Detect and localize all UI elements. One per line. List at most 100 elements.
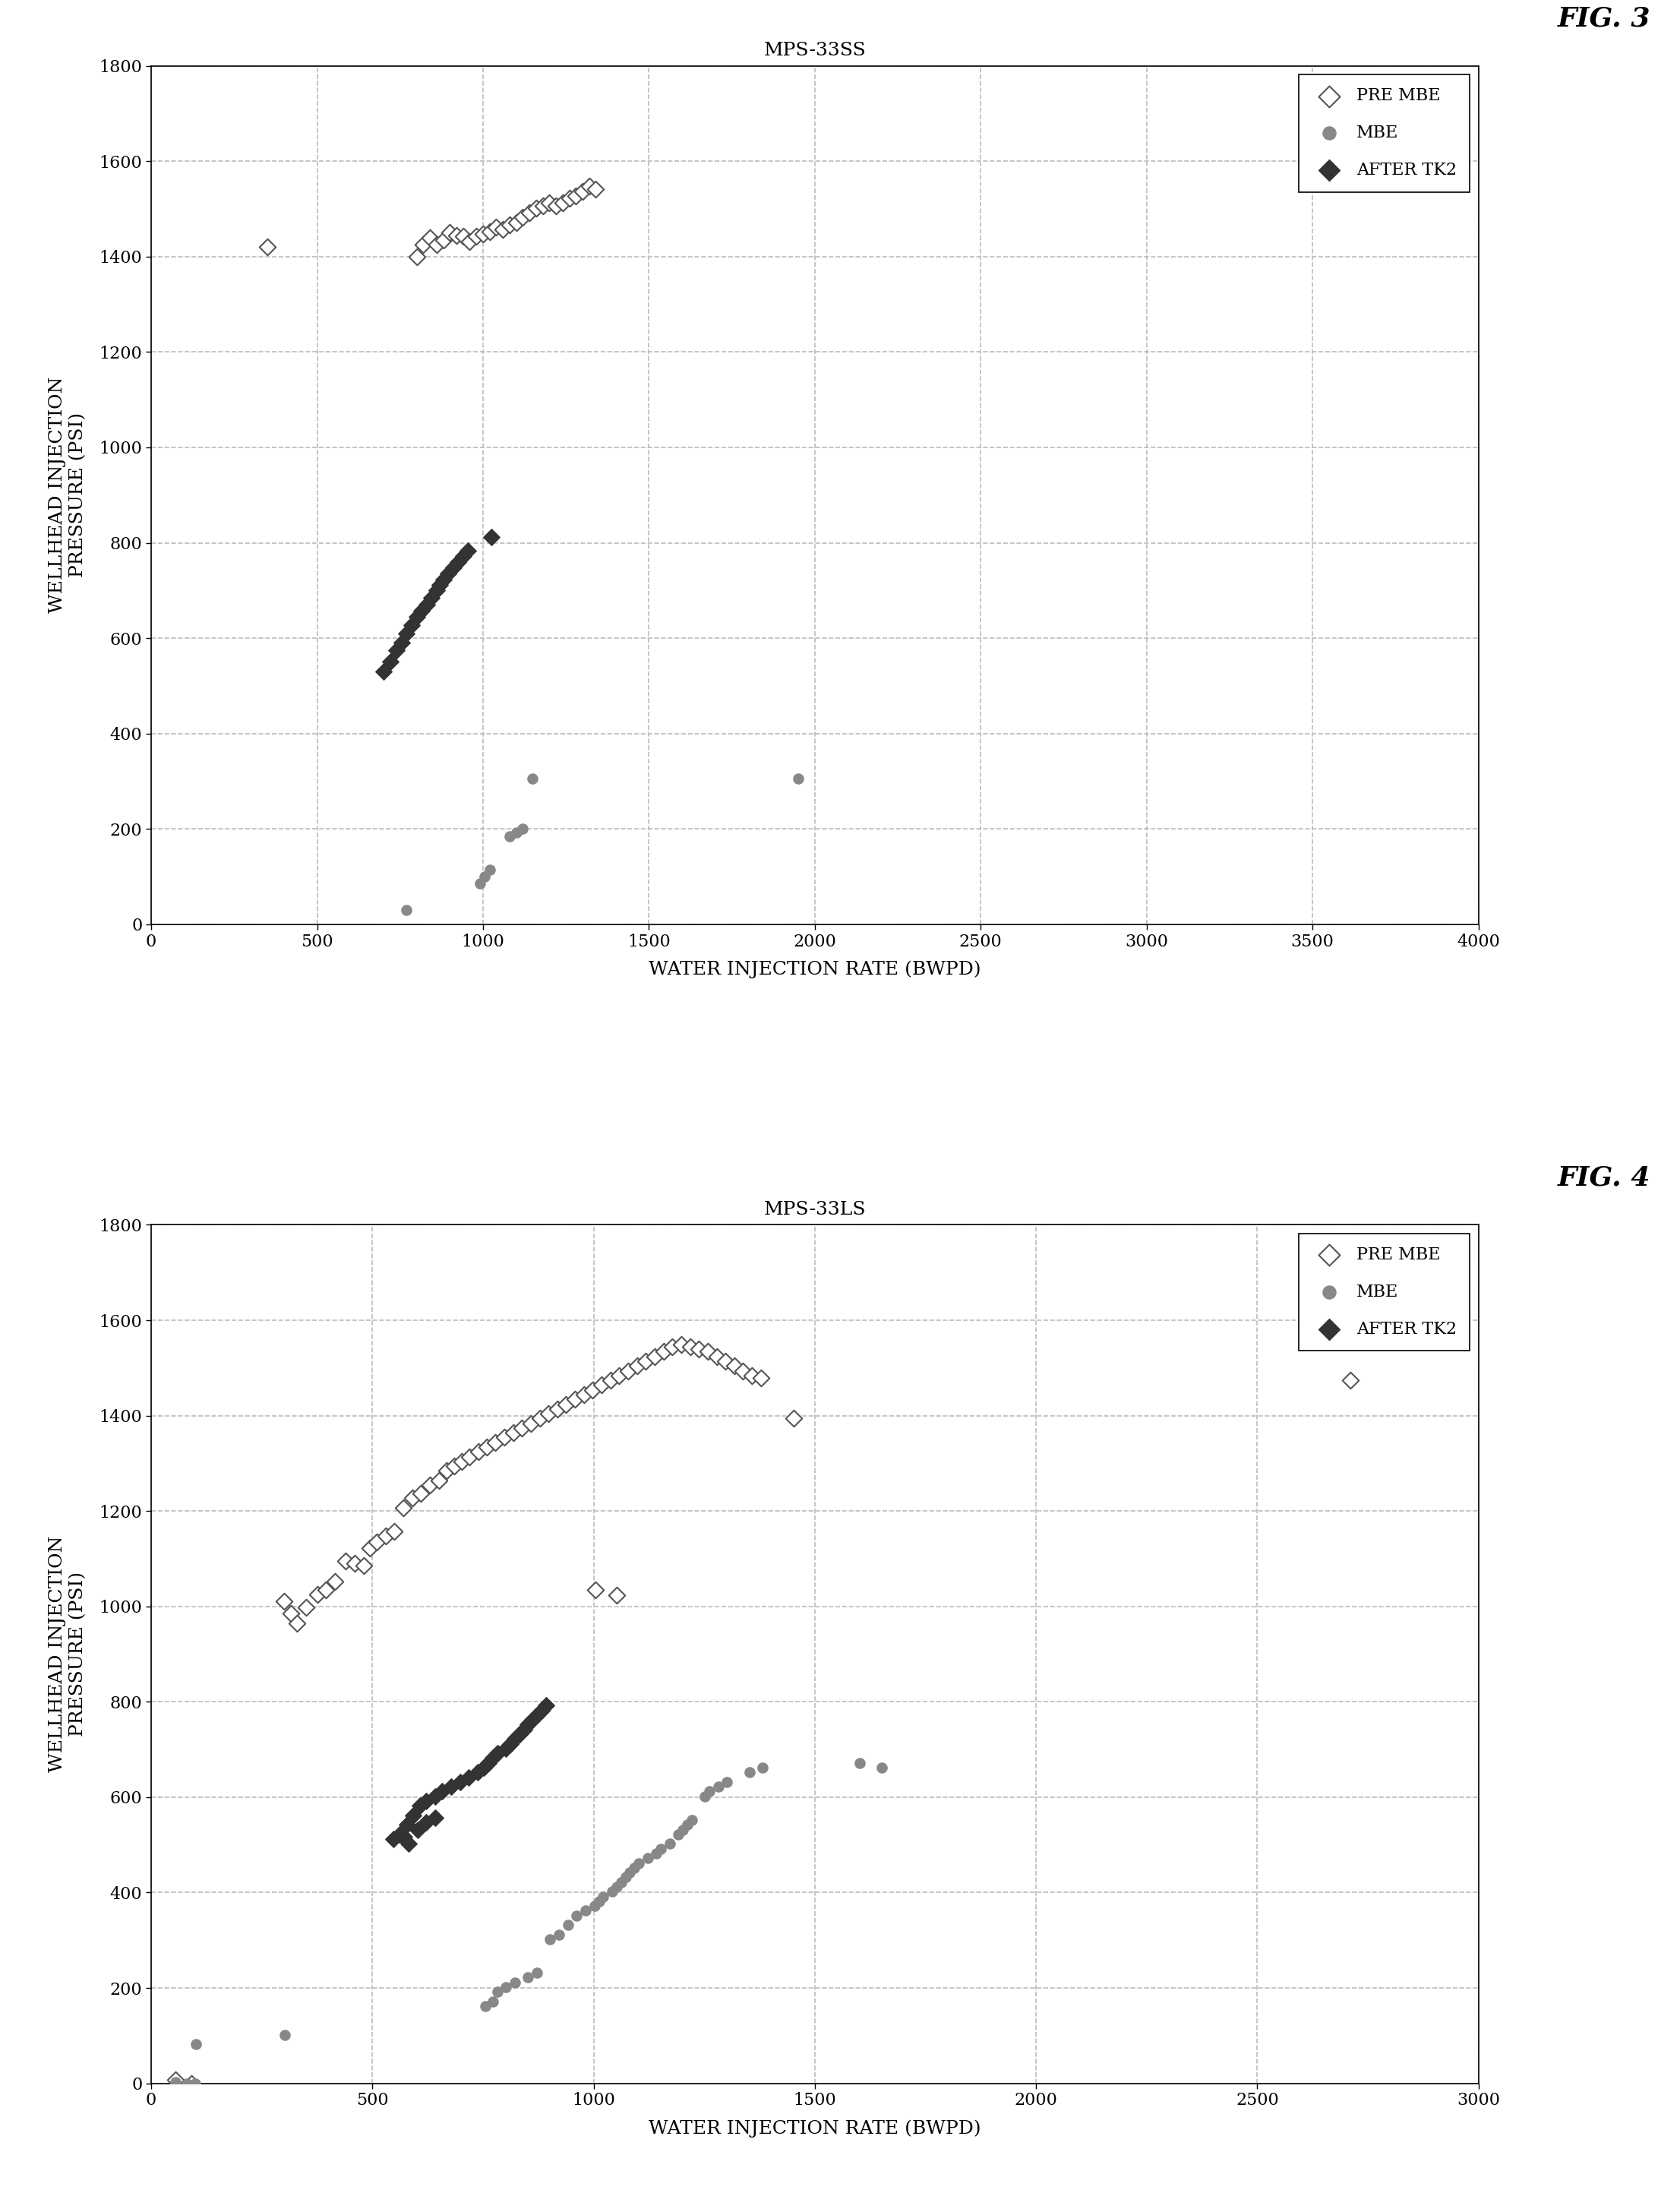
Y-axis label: WELLHEAD INJECTION
PRESSURE (PSI): WELLHEAD INJECTION PRESSURE (PSI) — [49, 1535, 86, 1772]
PRE MBE — [254, 230, 281, 265]
AFTER TK2 — [400, 1798, 427, 1833]
PRE MBE — [403, 239, 430, 274]
PRE MBE — [739, 1357, 766, 1393]
X-axis label: WATER INJECTION RATE (BWPD): WATER INJECTION RATE (BWPD) — [648, 2121, 981, 2138]
PRE MBE — [408, 1476, 435, 1511]
MBE — [674, 1807, 701, 1842]
PRE MBE — [312, 1572, 339, 1607]
PRE MBE — [502, 204, 529, 239]
MBE — [501, 1965, 528, 2000]
AFTER TK2 — [435, 557, 462, 592]
PRE MBE — [615, 1353, 642, 1388]
PRE MBE — [603, 1577, 630, 1612]
PRE MBE — [457, 1439, 484, 1474]
MBE — [590, 1879, 617, 1914]
Legend: PRE MBE, MBE, AFTER TK2: PRE MBE, MBE, AFTER TK2 — [1299, 75, 1470, 191]
PRE MBE — [561, 1382, 588, 1417]
AFTER TK2 — [413, 1783, 440, 1818]
PRE MBE — [475, 215, 502, 250]
MBE — [546, 1917, 573, 1952]
AFTER TK2 — [440, 550, 467, 586]
AFTER TK2 — [511, 1713, 538, 1748]
MBE — [598, 1875, 625, 1910]
MBE — [603, 1868, 630, 1904]
PRE MBE — [450, 219, 477, 254]
MBE — [173, 2066, 200, 2101]
PRE MBE — [563, 178, 590, 213]
PRE MBE — [570, 173, 596, 208]
PRE MBE — [606, 1357, 633, 1393]
AFTER TK2 — [447, 1765, 474, 1800]
AFTER TK2 — [470, 1750, 497, 1785]
AFTER TK2 — [528, 1693, 554, 1728]
PRE MBE — [270, 1583, 297, 1618]
PRE MBE — [543, 189, 570, 224]
MBE — [554, 1908, 581, 1943]
PRE MBE — [721, 1349, 748, 1384]
Title: MPS-33LS: MPS-33LS — [764, 1200, 865, 1217]
PRE MBE — [516, 195, 543, 230]
PRE MBE — [536, 186, 563, 221]
MBE — [617, 1855, 643, 1890]
AFTER TK2 — [524, 1697, 551, 1732]
PRE MBE — [356, 1531, 383, 1566]
PRE MBE — [433, 1454, 460, 1489]
PRE MBE — [417, 1467, 444, 1502]
PRE MBE — [491, 1421, 517, 1456]
AFTER TK2 — [407, 1787, 433, 1822]
AFTER TK2 — [393, 1807, 420, 1842]
AFTER TK2 — [492, 1730, 519, 1765]
AFTER TK2 — [422, 1779, 449, 1814]
AFTER TK2 — [428, 1774, 455, 1809]
PRE MBE — [685, 1331, 712, 1366]
Y-axis label: WELLHEAD INJECTION
PRESSURE (PSI): WELLHEAD INJECTION PRESSURE (PSI) — [49, 377, 86, 614]
MBE — [467, 866, 494, 901]
Text: FIG. 3: FIG. 3 — [1557, 7, 1651, 31]
MBE — [749, 1750, 776, 1785]
PRE MBE — [509, 200, 536, 235]
AFTER TK2 — [370, 654, 396, 689]
PRE MBE — [437, 215, 464, 250]
AFTER TK2 — [430, 561, 457, 596]
PRE MBE — [576, 169, 603, 204]
AFTER TK2 — [422, 1800, 449, 1836]
PRE MBE — [549, 186, 576, 221]
MBE — [538, 1921, 564, 1956]
AFTER TK2 — [519, 1702, 546, 1737]
AFTER TK2 — [501, 1722, 528, 1757]
PRE MBE — [667, 1327, 694, 1362]
MBE — [657, 1827, 684, 1862]
AFTER TK2 — [455, 533, 482, 568]
MBE — [519, 761, 546, 796]
PRE MBE — [390, 1489, 417, 1524]
AFTER TK2 — [393, 616, 420, 651]
PRE MBE — [659, 1329, 685, 1364]
PRE MBE — [470, 217, 497, 252]
PRE MBE — [704, 1340, 731, 1375]
AFTER TK2 — [386, 1816, 413, 1851]
AFTER TK2 — [391, 1820, 418, 1855]
PRE MBE — [583, 171, 610, 206]
MBE — [475, 851, 502, 886]
MBE — [643, 1836, 670, 1871]
AFTER TK2 — [418, 581, 445, 616]
PRE MBE — [677, 1329, 704, 1364]
PRE MBE — [596, 1362, 623, 1397]
MBE — [625, 1847, 652, 1882]
MBE — [622, 1851, 648, 1886]
AFTER TK2 — [380, 1822, 407, 1857]
AFTER TK2 — [484, 1735, 511, 1770]
MBE — [665, 1816, 692, 1851]
PRE MBE — [430, 221, 457, 257]
MBE — [573, 1893, 600, 1928]
PRE MBE — [534, 1397, 561, 1432]
PRE MBE — [748, 1360, 774, 1395]
MBE — [484, 1974, 511, 2009]
AFTER TK2 — [427, 568, 454, 603]
MBE — [472, 1989, 499, 2024]
MBE — [670, 1811, 697, 1847]
PRE MBE — [642, 1340, 669, 1375]
AFTER TK2 — [398, 607, 425, 643]
MBE — [393, 893, 420, 928]
AFTER TK2 — [405, 1811, 432, 1847]
